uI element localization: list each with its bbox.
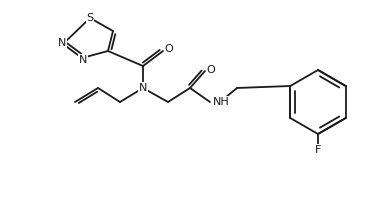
Text: F: F <box>315 145 321 155</box>
Text: N: N <box>79 55 87 65</box>
Text: O: O <box>165 44 173 54</box>
Text: N: N <box>58 38 66 48</box>
Text: O: O <box>207 65 215 75</box>
Text: NH: NH <box>213 97 230 107</box>
Text: S: S <box>87 13 94 23</box>
Text: N: N <box>139 83 147 93</box>
